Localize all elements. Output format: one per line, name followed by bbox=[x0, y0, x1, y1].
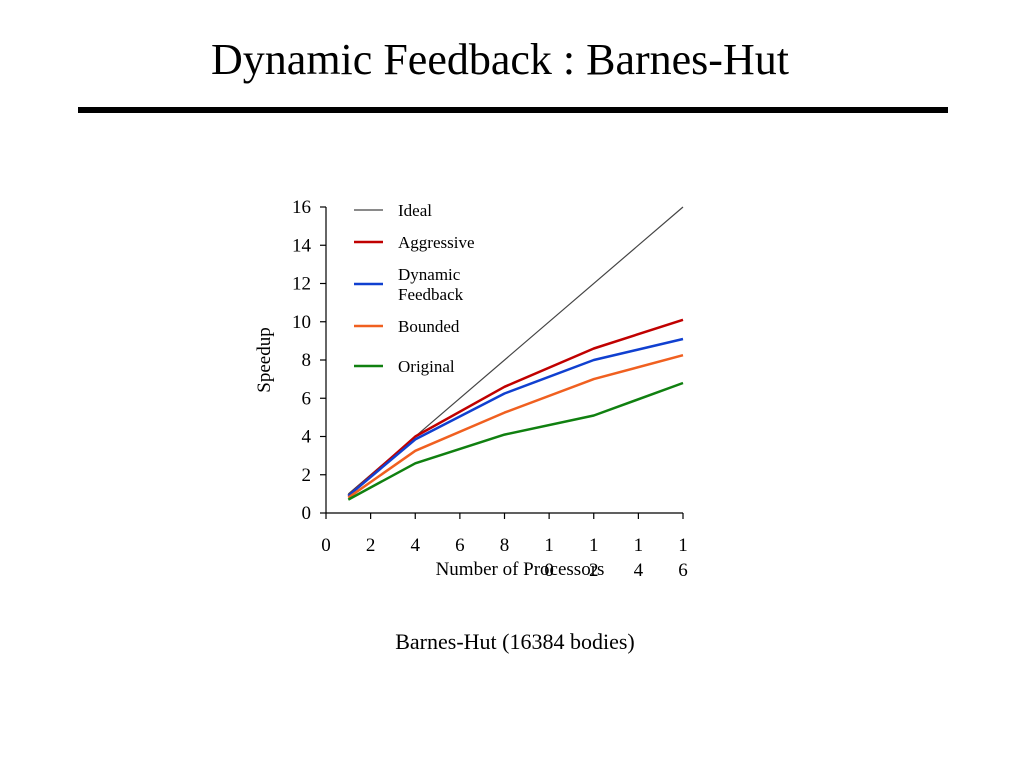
x-tick-label: 2 bbox=[366, 535, 376, 556]
series-line-original bbox=[347, 381, 684, 501]
y-tick-label: 6 bbox=[302, 388, 312, 409]
y-tick-label: 2 bbox=[302, 465, 312, 486]
x-tick-label: 6 bbox=[455, 535, 465, 556]
x-tick-label: 0 bbox=[321, 535, 331, 556]
chart-caption: Barnes-Hut (16384 bodies) bbox=[395, 629, 635, 654]
y-tick-label: 8 bbox=[302, 350, 312, 371]
series-line-aggressive bbox=[347, 318, 684, 497]
legend-original-label: Original bbox=[398, 357, 455, 376]
chart-legend: Ideal Aggressive Dynamic Feedback Bounded Ori… bbox=[354, 201, 474, 376]
slide-title: Dynamic Feedback : Barnes-Hut bbox=[211, 35, 789, 84]
y-tick-label: 16 bbox=[292, 197, 311, 218]
legend-ideal-label: Ideal bbox=[398, 201, 432, 220]
y-tick-label: 12 bbox=[292, 274, 311, 295]
x-tick-label: 4 bbox=[411, 535, 421, 556]
y-tick-label: 0 bbox=[302, 503, 312, 524]
chart-series bbox=[347, 206, 684, 501]
chart-axes: 0 2 4 6 8 10 12 14 16 0 2 4 6 8 1 0 1 2 1 4 1 6 bbox=[292, 197, 688, 581]
x-tick-label: 8 bbox=[500, 535, 510, 556]
y-tick-label: 10 bbox=[292, 312, 311, 333]
series-line-bounded bbox=[347, 353, 684, 499]
y-tick-label: 4 bbox=[302, 427, 312, 448]
legend-bounded-label: Bounded bbox=[398, 317, 460, 336]
y-axis-label: Speedup bbox=[254, 327, 275, 392]
y-tick-label: 14 bbox=[292, 235, 312, 256]
legend-aggressive-label: Aggressive bbox=[398, 233, 474, 252]
legend-dynamic-feedback-label: Dynamic Feedback bbox=[398, 265, 464, 304]
x-axis-label: Number of Processors bbox=[436, 559, 605, 580]
series-line-dynamic-feedback bbox=[347, 337, 684, 497]
title-divider bbox=[78, 107, 948, 113]
